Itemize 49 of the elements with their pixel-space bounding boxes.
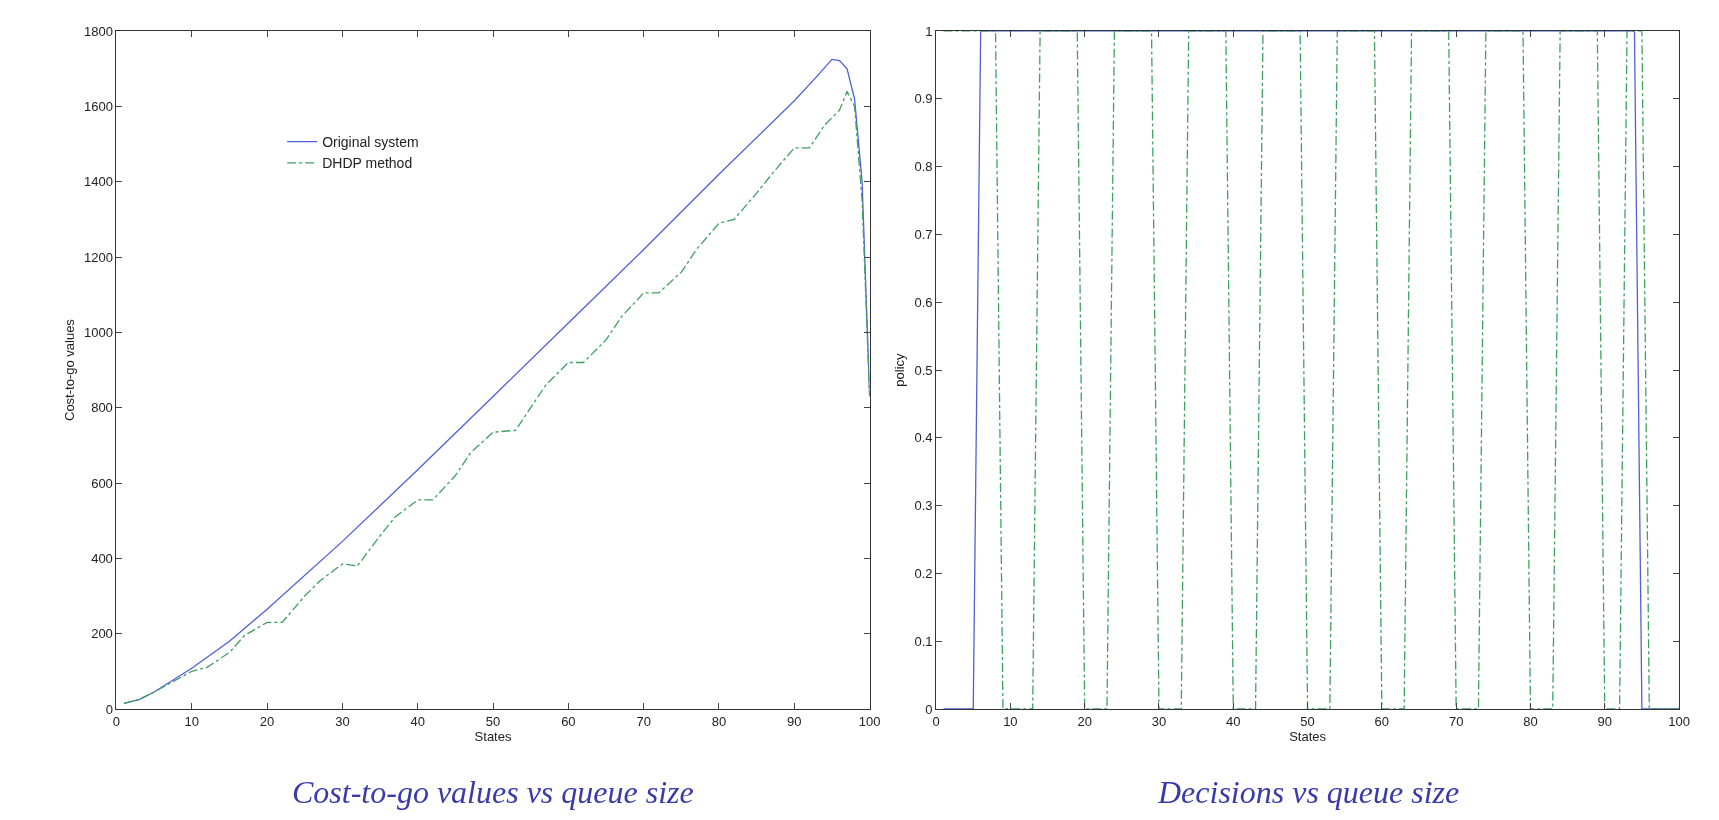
x-tick-label: 80 bbox=[1523, 713, 1538, 729]
y-tick-label: 1200 bbox=[83, 249, 113, 265]
x-tick-label: 70 bbox=[636, 713, 651, 729]
x-tick-label: 40 bbox=[410, 713, 425, 729]
x-tick-label: 90 bbox=[1597, 713, 1612, 729]
y-tick-label: 800 bbox=[91, 400, 113, 416]
y-tick-label: 1000 bbox=[83, 324, 113, 340]
y-tick-label: 1400 bbox=[83, 174, 113, 190]
y-tick-label: 1 bbox=[925, 23, 933, 39]
x-tick-label: 10 bbox=[184, 713, 200, 729]
x-axis-title: States bbox=[474, 728, 512, 744]
y-tick-label: 0.2 bbox=[914, 565, 933, 581]
legend-label: Original system bbox=[322, 134, 419, 151]
y-tick-label: 0.1 bbox=[914, 633, 933, 649]
y-tick-label: 0 bbox=[925, 701, 933, 717]
x-tick-label: 50 bbox=[485, 713, 501, 729]
x-tick-label: 20 bbox=[1077, 713, 1092, 729]
text: Decisions vs queue size bbox=[1157, 774, 1460, 810]
x-tick-label: 40 bbox=[1226, 713, 1241, 729]
x-tick-label: 100 bbox=[858, 713, 881, 729]
x-tick-label: 80 bbox=[711, 713, 727, 729]
y-tick-label: 600 bbox=[91, 475, 113, 491]
x-tick-label: 10 bbox=[1003, 713, 1018, 729]
y-axis-title: policy bbox=[892, 352, 908, 387]
y-tick-label: 0.3 bbox=[914, 498, 933, 514]
y-tick-label: 0.5 bbox=[914, 362, 933, 378]
x-tick-label: 30 bbox=[1151, 713, 1167, 729]
x-tick-label: 90 bbox=[787, 713, 802, 729]
text: Cost-to-go values vs queue size bbox=[292, 774, 694, 810]
x-axis-title: States bbox=[1289, 728, 1327, 744]
x-tick-label: 30 bbox=[335, 713, 350, 729]
y-tick-label: 200 bbox=[91, 626, 113, 642]
y-tick-label: 0.6 bbox=[914, 294, 933, 310]
x-tick-label: 70 bbox=[1448, 713, 1464, 729]
y-tick-label: 0.8 bbox=[914, 159, 933, 175]
x-tick-label: 100 bbox=[1668, 713, 1690, 729]
y-tick-label: 1800 bbox=[83, 23, 113, 39]
x-tick-label: 20 bbox=[259, 713, 275, 729]
y-tick-label: 400 bbox=[91, 550, 113, 566]
y-tick-label: 0 bbox=[105, 701, 113, 717]
y-tick-label: 0.7 bbox=[914, 227, 933, 243]
y-axis-title: Cost-to-go values bbox=[61, 318, 77, 421]
y-tick-label: 0.4 bbox=[914, 430, 933, 446]
x-tick-label: 60 bbox=[1374, 713, 1390, 729]
y-tick-label: 0.9 bbox=[914, 91, 933, 107]
y-tick-label: 1600 bbox=[83, 99, 113, 115]
x-tick-label: 60 bbox=[561, 713, 576, 729]
legend-label: DHDP method bbox=[322, 155, 413, 172]
x-tick-label: 50 bbox=[1300, 713, 1315, 729]
